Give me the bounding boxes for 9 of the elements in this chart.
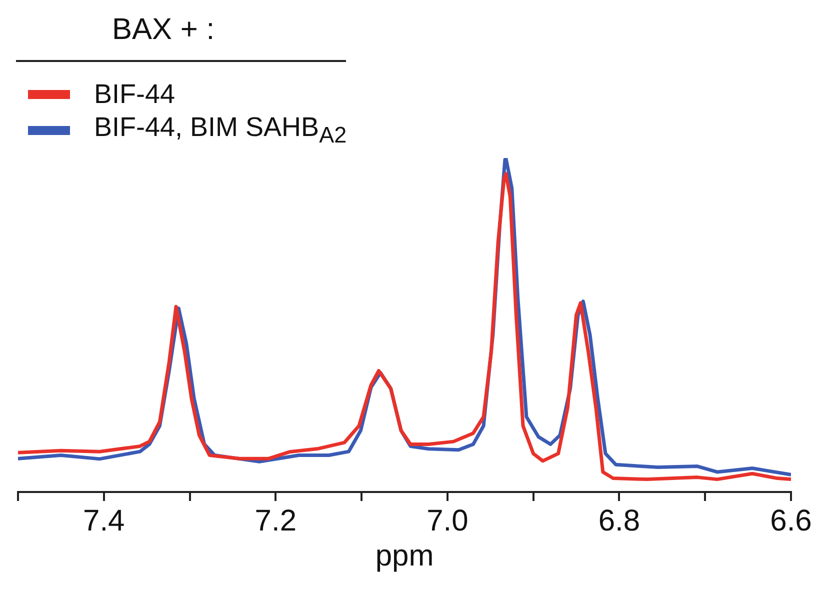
legend-label: BIF-44 <box>94 78 176 110</box>
legend-label: BIF-44, BIM SAHB$_{A2}$ <box>94 112 347 148</box>
x-tick-label: 7.2 <box>254 504 297 538</box>
x-tick-label: 7.0 <box>426 504 468 538</box>
x-tick-label: 7.4 <box>83 504 125 538</box>
x-tick-label: 6.8 <box>598 504 640 538</box>
legend-title: BAX + : <box>111 12 216 48</box>
x-axis-title: ppm <box>375 539 434 572</box>
x-tick-label: 6.6 <box>770 504 812 538</box>
